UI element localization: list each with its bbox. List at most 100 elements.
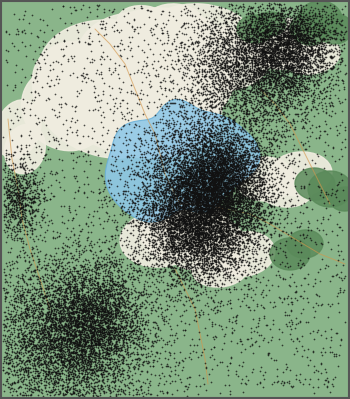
Point <box>218 33 224 39</box>
Point <box>231 188 236 194</box>
Point <box>205 47 211 53</box>
Point <box>205 163 210 170</box>
Point <box>29 219 35 226</box>
Point <box>295 63 300 70</box>
Point <box>175 182 181 189</box>
Point <box>216 95 222 102</box>
Point <box>181 20 187 27</box>
Point <box>257 17 262 23</box>
Point <box>295 13 300 20</box>
Point <box>192 230 198 237</box>
Point <box>272 59 277 65</box>
Point <box>195 183 201 190</box>
Point <box>199 27 205 33</box>
Point <box>304 47 310 54</box>
Point <box>245 280 251 287</box>
Point <box>10 293 16 299</box>
Point <box>192 206 198 213</box>
Point <box>131 301 136 308</box>
Point <box>195 200 200 206</box>
Point <box>208 35 213 41</box>
Point <box>70 360 76 367</box>
Point <box>188 257 193 264</box>
Point <box>249 27 254 34</box>
Point <box>217 76 223 83</box>
Point <box>285 41 291 47</box>
Point <box>207 36 213 42</box>
Point <box>216 205 221 211</box>
Point <box>184 206 190 212</box>
Point <box>48 77 54 83</box>
Point <box>140 336 146 342</box>
Point <box>244 107 250 114</box>
Point <box>231 259 237 265</box>
Point <box>204 240 210 246</box>
Point <box>174 306 179 313</box>
Point <box>259 175 264 181</box>
Point <box>121 335 127 342</box>
Point <box>285 10 290 17</box>
Point <box>74 317 79 324</box>
Point <box>316 184 322 190</box>
Point <box>86 315 91 322</box>
Point <box>218 245 223 252</box>
Point <box>86 300 92 307</box>
Point <box>172 180 178 187</box>
Point <box>284 55 290 62</box>
Point <box>181 332 187 339</box>
Point <box>239 257 245 263</box>
Point <box>226 243 232 250</box>
Point <box>122 348 127 354</box>
Point <box>187 265 192 271</box>
Point <box>191 207 197 213</box>
Point <box>211 182 217 188</box>
Point <box>138 148 143 154</box>
Point <box>56 391 62 397</box>
Point <box>212 182 218 189</box>
Point <box>82 39 88 45</box>
Point <box>119 324 125 330</box>
Point <box>66 348 72 355</box>
Point <box>324 32 330 38</box>
Point <box>50 267 56 273</box>
Point <box>207 196 212 203</box>
Point <box>25 370 30 377</box>
Point <box>224 207 230 213</box>
Point <box>99 366 104 372</box>
Point <box>105 346 110 352</box>
Point <box>9 183 15 189</box>
Point <box>171 134 177 140</box>
Point <box>276 14 282 20</box>
Point <box>207 207 213 213</box>
Point <box>296 36 302 43</box>
Point <box>223 223 229 230</box>
Point <box>327 36 333 42</box>
Point <box>73 328 78 334</box>
Point <box>211 191 216 198</box>
Point <box>93 271 98 277</box>
Point <box>108 313 114 320</box>
Point <box>20 366 26 373</box>
Point <box>192 224 197 230</box>
Point <box>42 265 48 271</box>
Point <box>155 215 161 221</box>
Point <box>202 73 208 79</box>
Point <box>52 294 57 300</box>
Point <box>94 139 100 145</box>
Point <box>245 5 250 11</box>
Point <box>107 282 113 288</box>
Point <box>157 213 162 219</box>
Point <box>24 315 30 322</box>
Point <box>146 387 151 393</box>
Point <box>127 219 132 226</box>
Point <box>277 74 283 81</box>
Point <box>234 49 239 56</box>
Point <box>167 225 173 231</box>
Point <box>43 337 49 344</box>
Point <box>199 215 205 221</box>
Point <box>201 216 206 223</box>
Point <box>105 364 110 371</box>
Point <box>167 176 173 182</box>
Point <box>255 49 261 55</box>
Point <box>292 43 298 50</box>
